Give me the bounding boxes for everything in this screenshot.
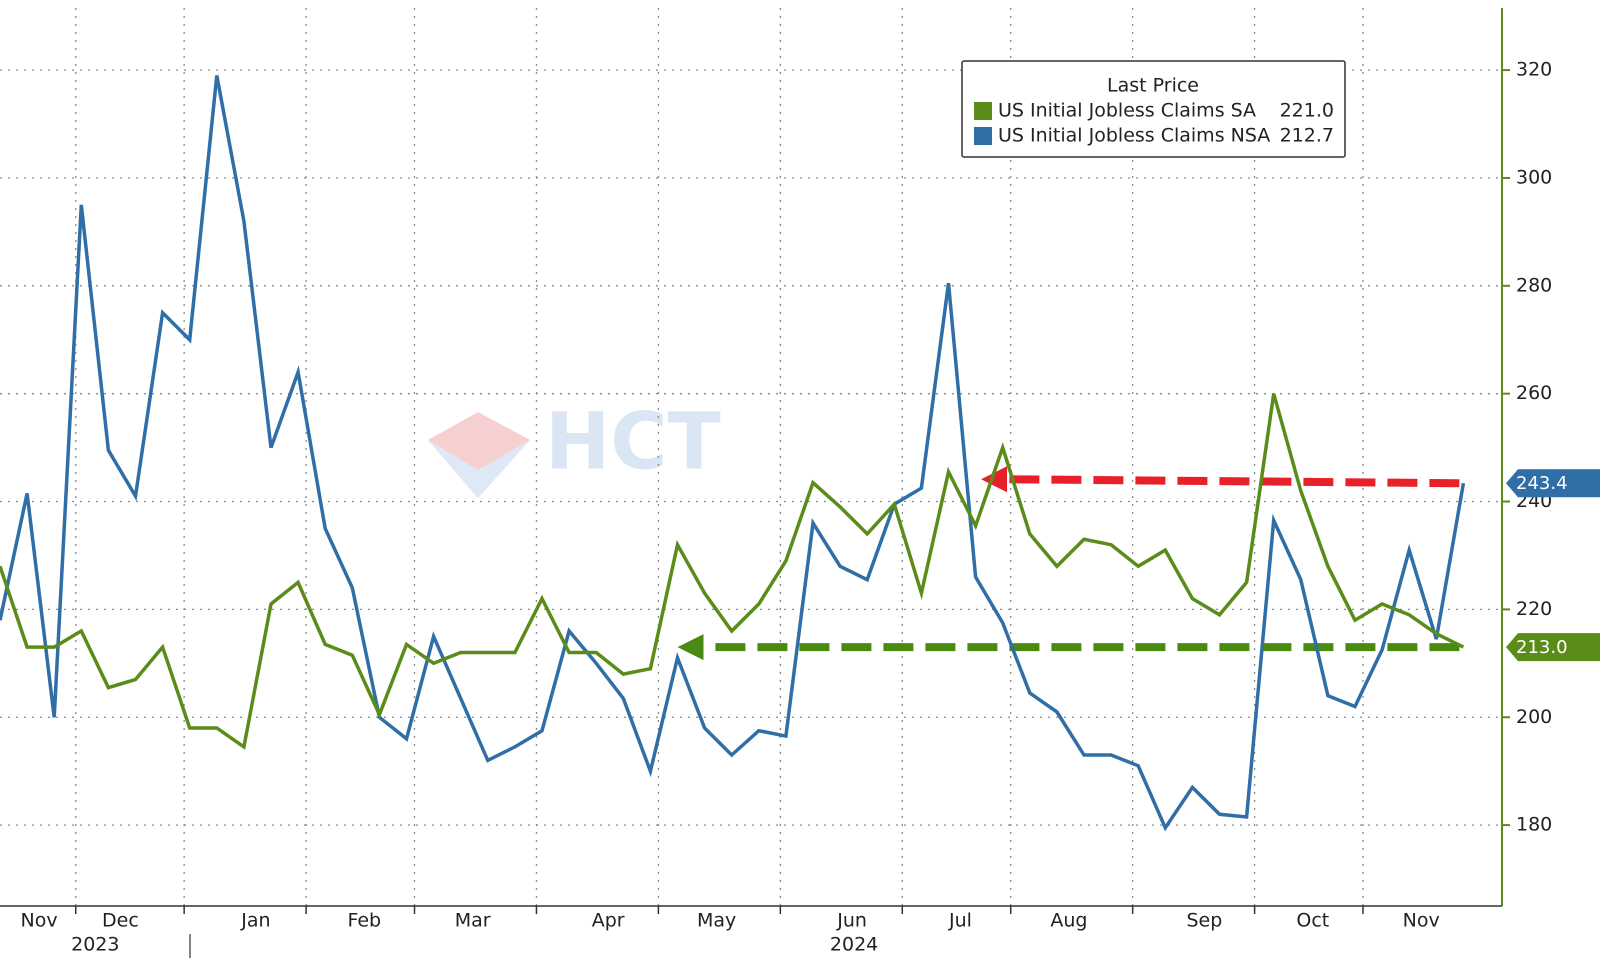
legend-box <box>961 60 1346 158</box>
legend-title: Last Price <box>1107 75 1199 97</box>
watermark-text: HCT <box>545 397 721 487</box>
legend-label: US Initial Jobless Claims SA <box>998 100 1256 122</box>
last-value-label: 243.4 <box>1516 473 1568 494</box>
y-tick-label: 280 <box>1516 274 1552 296</box>
x-year-label: 2024 <box>830 934 878 956</box>
x-year-label: 2023 <box>71 934 119 956</box>
x-tick-label: Feb <box>347 910 381 932</box>
legend-value: 221.0 <box>1280 100 1334 122</box>
x-tick-label: Nov <box>21 910 58 932</box>
y-tick-label: 220 <box>1516 598 1552 620</box>
y-tick-label: 180 <box>1516 814 1552 836</box>
x-tick-label: May <box>697 910 736 932</box>
x-tick-label: Sep <box>1186 910 1222 932</box>
x-tick-label: Aug <box>1050 910 1087 932</box>
x-tick-label: Oct <box>1296 910 1329 932</box>
y-tick-label: 300 <box>1516 166 1552 188</box>
series-line <box>0 393 1465 750</box>
annotation-arrow <box>1000 475 1460 488</box>
x-tick-label: Apr <box>592 910 625 932</box>
x-tick-label: Nov <box>1403 910 1440 932</box>
watermark: HCT <box>428 397 721 498</box>
x-tick-label: Dec <box>102 910 139 932</box>
legend-swatch <box>974 127 992 145</box>
legend-swatch <box>974 102 992 120</box>
y-tick-label: 200 <box>1516 706 1552 728</box>
last-value-tag <box>1506 633 1600 662</box>
legend: Last Price US Initial Jobless Claims SA 22… <box>961 60 1346 158</box>
x-tick-label: Jul <box>948 910 972 932</box>
last-value-label: 213.0 <box>1516 637 1568 658</box>
y-tick-label: 320 <box>1516 59 1552 81</box>
annotation-arrowhead <box>981 466 1008 493</box>
x-tick-label: Mar <box>455 910 491 932</box>
y-tick-label: 260 <box>1516 382 1552 404</box>
annotation-arrowhead <box>677 634 704 661</box>
legend-label: US Initial Jobless Claims NSA <box>998 125 1270 147</box>
legend-value: 212.7 <box>1280 125 1334 147</box>
last-value-tag <box>1506 469 1600 498</box>
x-tick-label: Jun <box>836 910 867 932</box>
x-tick-label: Jan <box>240 910 270 932</box>
series-line <box>0 75 1466 832</box>
